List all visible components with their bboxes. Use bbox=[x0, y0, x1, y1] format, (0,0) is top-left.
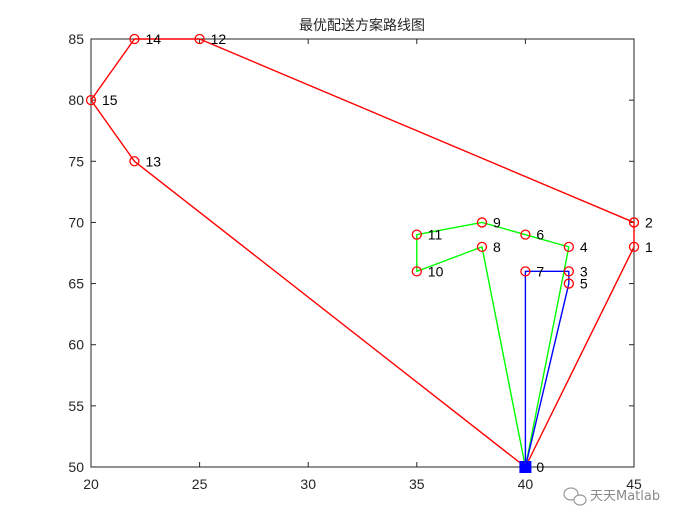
point-label-13: 13 bbox=[145, 153, 161, 169]
point-label-11: 11 bbox=[428, 227, 443, 243]
x-tick-label: 45 bbox=[626, 476, 642, 492]
customer-markers bbox=[85, 33, 640, 289]
depot-marker: 0 bbox=[519, 459, 544, 475]
plot-frame bbox=[90, 38, 635, 468]
point-label-2: 2 bbox=[645, 214, 653, 230]
point-label-5: 5 bbox=[580, 276, 588, 292]
customer-point-6 bbox=[520, 229, 531, 240]
point-label-3: 3 bbox=[580, 263, 588, 279]
x-axis: 20 25 30 35 40 45 bbox=[83, 39, 642, 492]
point-label-4: 4 bbox=[580, 239, 588, 255]
y-tick-label: 65 bbox=[68, 276, 84, 292]
customer-point-3 bbox=[563, 266, 574, 277]
y-tick-label: 50 bbox=[68, 459, 84, 475]
point-label-6: 6 bbox=[536, 227, 544, 243]
x-tick-label: 20 bbox=[83, 476, 99, 492]
x-tick-label: 25 bbox=[192, 476, 208, 492]
customer-point-12 bbox=[194, 33, 205, 45]
y-tick-label: 85 bbox=[68, 31, 84, 47]
x-tick-label: 40 bbox=[518, 476, 534, 492]
depot-square bbox=[519, 461, 532, 473]
customer-point-1 bbox=[628, 241, 640, 253]
y-tick-label: 75 bbox=[68, 153, 84, 169]
point-label-7: 7 bbox=[536, 263, 544, 279]
customer-point-9 bbox=[476, 217, 488, 228]
y-tick-label: 70 bbox=[68, 214, 84, 230]
customer-point-5 bbox=[563, 278, 574, 289]
customer-point-13 bbox=[129, 156, 140, 167]
y-tick-label: 80 bbox=[68, 92, 84, 108]
point-label-12: 12 bbox=[211, 31, 227, 47]
y-tick-label: 60 bbox=[68, 337, 84, 353]
depot-label: 0 bbox=[536, 459, 544, 475]
wechat-icon bbox=[563, 487, 587, 506]
customer-point-15 bbox=[85, 94, 97, 106]
route-line-2 bbox=[416, 221, 570, 468]
customer-point-11 bbox=[411, 229, 422, 240]
customer-point-10 bbox=[411, 266, 422, 277]
point-label-14: 14 bbox=[145, 31, 161, 47]
x-tick-label: 30 bbox=[300, 476, 316, 492]
customer-point-7 bbox=[520, 266, 531, 277]
customer-point-2 bbox=[628, 217, 640, 228]
customer-point-4 bbox=[563, 241, 574, 253]
point-label-9: 9 bbox=[493, 214, 501, 230]
watermark-text: 天天Matlab bbox=[590, 489, 660, 504]
customer-point-14 bbox=[129, 33, 140, 45]
point-label-15: 15 bbox=[102, 92, 118, 108]
watermark: 天天Matlab bbox=[563, 487, 660, 506]
route-line-3 bbox=[524, 270, 570, 468]
point-label-1: 1 bbox=[645, 239, 653, 255]
customer-point-8 bbox=[476, 241, 488, 253]
y-tick-label: 55 bbox=[68, 398, 84, 414]
point-label-10: 10 bbox=[428, 263, 444, 279]
x-tick-label: 35 bbox=[409, 476, 425, 492]
chart-title: 最优配送方案路线图 bbox=[299, 17, 425, 34]
point-label-8: 8 bbox=[493, 239, 501, 255]
